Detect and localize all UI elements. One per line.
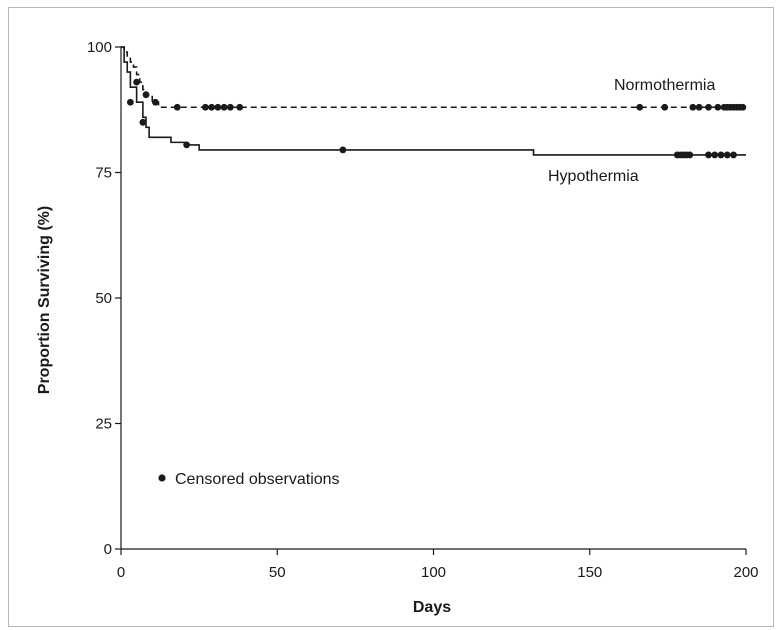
x-tick-label: 150: [577, 564, 602, 581]
censored-point-normothermia: [201, 103, 209, 111]
y-axis-title: Proportion Surviving (%): [36, 206, 53, 394]
censored-point-hypothermia: [717, 151, 725, 159]
censored-point-normothermia: [226, 103, 234, 111]
y-tick-label: 0: [104, 541, 112, 558]
censored-point-normothermia: [236, 103, 244, 111]
series-line-hypothermia: [121, 46, 746, 156]
censored-point-hypothermia: [705, 151, 712, 159]
censored-point-hypothermia: [139, 118, 147, 126]
censored-point-normothermia: [636, 103, 644, 111]
censored-point-normothermia: [705, 103, 712, 111]
censored-point-normothermia: [689, 103, 697, 111]
x-tick-label: 100: [421, 564, 446, 581]
censored-point-normothermia: [695, 103, 703, 111]
censored-point-normothermia: [214, 103, 222, 111]
series-label-normothermia: Normothermia: [614, 77, 715, 94]
censored-point-normothermia: [151, 98, 159, 106]
y-tick-label: 100: [87, 39, 112, 56]
censored-point-normothermia: [661, 103, 669, 111]
y-tick-label: 25: [95, 416, 112, 433]
series-label-hypothermia: Hypothermia: [548, 168, 639, 185]
censored-point-normothermia: [220, 103, 228, 111]
censored-point-hypothermia: [183, 141, 191, 149]
x-tick-label: 50: [269, 564, 286, 581]
x-tick-label: 0: [117, 564, 125, 581]
legend-marker: [158, 474, 166, 482]
x-axis-title: Days: [413, 599, 451, 616]
x-tick-label: 200: [733, 564, 758, 581]
censored-point-hypothermia: [723, 151, 731, 159]
legend: Censored observations: [158, 471, 340, 488]
censored-point-hypothermia: [730, 151, 737, 159]
censored-point-normothermia: [208, 103, 216, 111]
series-line-normothermia: [121, 46, 746, 109]
censor-layer: [126, 78, 747, 159]
censored-point-normothermia: [142, 91, 150, 99]
censored-point-hypothermia: [126, 98, 134, 106]
ticks: 0 50 100 150 200 0 25 50 75 100: [87, 39, 759, 581]
censored-point-normothermia: [714, 103, 722, 111]
censored-point-normothermia: [739, 103, 747, 111]
censored-point-normothermia: [133, 78, 141, 86]
series-layer: [121, 46, 746, 156]
y-tick-label: 75: [95, 165, 112, 182]
y-tick-label: 50: [95, 290, 112, 307]
censored-point-normothermia: [173, 103, 181, 111]
chart-frame: [8, 7, 774, 627]
legend-label: Censored observations: [175, 471, 340, 488]
censored-point-hypothermia: [686, 151, 694, 159]
censored-point-hypothermia: [339, 146, 347, 154]
censored-point-hypothermia: [711, 151, 719, 159]
